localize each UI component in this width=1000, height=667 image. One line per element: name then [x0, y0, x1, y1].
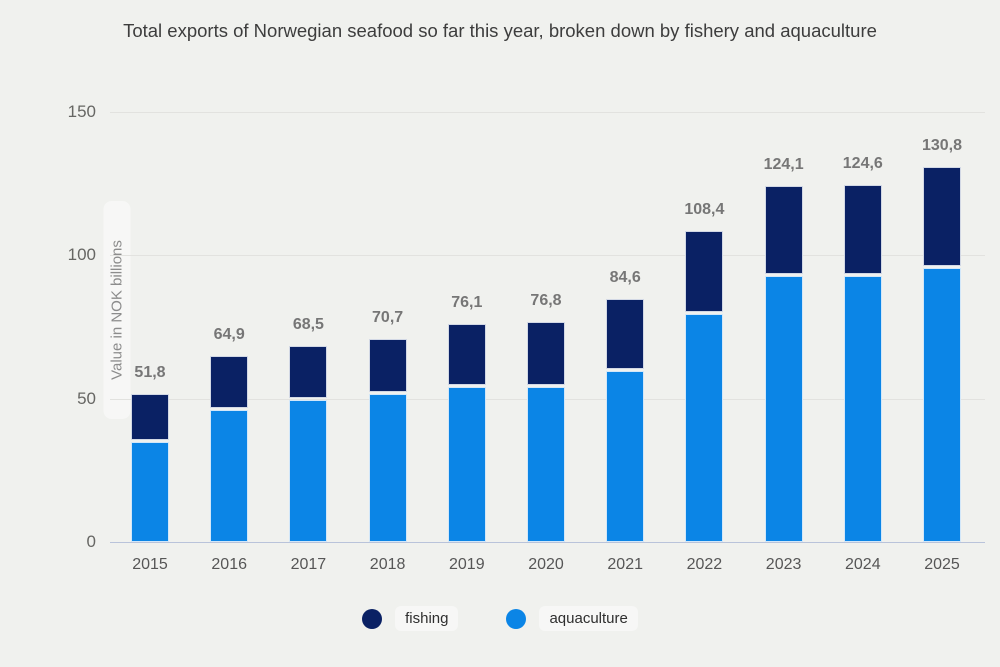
gridline-100 — [110, 255, 985, 257]
bar-2020-fishing-segment[interactable] — [527, 321, 565, 385]
bar-value-label-2025: 130,8 — [921, 137, 963, 155]
y-axis-title: Value in NOK billions — [103, 201, 131, 419]
bar-2024-aquaculture-segment[interactable] — [843, 275, 882, 542]
x-tick-label-2021: 2021 — [607, 556, 643, 573]
y-tick-label-0: 0 — [86, 532, 96, 551]
aquaculture-legend-swatch-icon — [506, 608, 527, 629]
x-tick-label-2020: 2020 — [528, 556, 564, 573]
bar-2023[interactable] — [764, 186, 803, 542]
bar-2020-aquaculture-segment[interactable] — [527, 386, 565, 542]
bar-2025-fishing-segment[interactable] — [923, 167, 961, 266]
bar-2022[interactable] — [685, 231, 724, 542]
bar-2015[interactable] — [131, 393, 169, 542]
bar-2015-fishing-segment[interactable] — [131, 393, 169, 441]
bar-value-label-2016: 64,9 — [213, 325, 245, 343]
bar-value-label-2024: 124,6 — [842, 154, 883, 172]
x-axis-baseline — [110, 542, 985, 543]
x-tick-label-2025: 2025 — [924, 556, 960, 573]
bar-2022-aquaculture-segment[interactable] — [685, 314, 724, 542]
y-tick-label-50: 50 — [77, 388, 96, 408]
bar-value-label-2015: 51,8 — [134, 363, 166, 381]
bar-2024-fishing-segment[interactable] — [843, 184, 882, 274]
aquaculture-legend-label: aquaculture — [539, 606, 638, 631]
bar-2017-fishing-segment[interactable] — [289, 345, 328, 399]
bar-2025[interactable] — [923, 167, 961, 542]
legend-item-aquaculture[interactable]: aquaculture — [506, 606, 638, 631]
x-tick-label-2024: 2024 — [845, 556, 881, 573]
bar-2016-fishing-segment[interactable] — [210, 355, 249, 409]
y-tick-label-150: 150 — [67, 102, 96, 121]
bar-2015-aquaculture-segment[interactable] — [131, 442, 169, 542]
x-tick-label-2022: 2022 — [686, 556, 723, 573]
bar-value-label-2020: 76,8 — [530, 291, 562, 309]
bar-2019-fishing-segment[interactable] — [447, 323, 486, 385]
bar-2023-aquaculture-segment[interactable] — [764, 275, 803, 542]
bar-value-label-2018: 70,7 — [372, 309, 404, 327]
bar-2018-fishing-segment[interactable] — [368, 339, 407, 393]
bar-2023-fishing-segment[interactable] — [764, 186, 803, 274]
bar-2019-aquaculture-segment[interactable] — [447, 386, 486, 542]
legend-item-fishing[interactable]: fishing — [362, 606, 459, 631]
legend: fishing aquaculture — [0, 606, 1000, 631]
bar-2016[interactable] — [210, 355, 249, 542]
x-tick-label-2016: 2016 — [211, 556, 247, 573]
bar-2017[interactable] — [289, 345, 328, 542]
bar-2025-aquaculture-segment[interactable] — [923, 267, 961, 542]
bar-2019[interactable] — [447, 323, 486, 542]
bar-value-label-2022: 108,4 — [684, 201, 725, 219]
bar-2022-fishing-segment[interactable] — [685, 231, 724, 313]
bar-2018[interactable] — [368, 339, 407, 542]
x-tick-label-2017: 2017 — [290, 556, 327, 573]
y-tick-label-100: 100 — [67, 245, 96, 265]
bar-value-label-2017: 68,5 — [292, 315, 324, 333]
x-tick-label-2023: 2023 — [765, 556, 802, 573]
bar-2017-aquaculture-segment[interactable] — [289, 400, 328, 542]
gridline-150 — [110, 112, 985, 113]
bar-2016-aquaculture-segment[interactable] — [210, 410, 249, 542]
fishing-legend-swatch-icon — [362, 608, 383, 629]
bar-2024[interactable] — [843, 184, 882, 542]
x-tick-label-2019: 2019 — [449, 556, 485, 573]
bar-value-label-2021: 84,6 — [609, 269, 641, 287]
bar-2021-fishing-segment[interactable] — [606, 299, 645, 369]
chart-title: Total exports of Norwegian seafood so fa… — [123, 20, 877, 41]
bar-value-label-2019: 76,1 — [451, 293, 483, 311]
bar-2021[interactable] — [606, 299, 645, 542]
x-tick-label-2015: 2015 — [132, 556, 168, 573]
x-tick-label-2018: 2018 — [369, 556, 406, 573]
bar-value-label-2023: 124,1 — [763, 156, 804, 174]
fishing-legend-label: fishing — [395, 606, 459, 631]
bar-2020[interactable] — [527, 321, 565, 542]
bar-2021-aquaculture-segment[interactable] — [606, 370, 645, 542]
bar-2018-aquaculture-segment[interactable] — [368, 394, 407, 542]
